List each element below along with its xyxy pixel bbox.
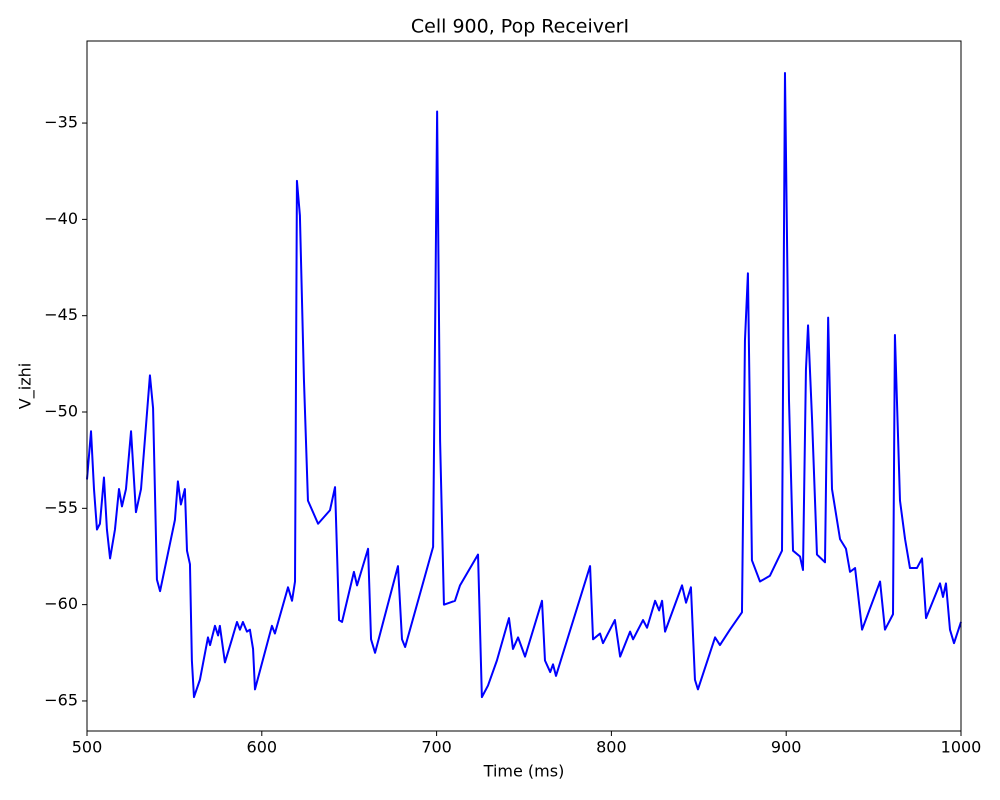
x-axis-label: Time (ms) [483, 762, 565, 781]
y-tick-label: −60 [44, 594, 78, 613]
y-tick-label: −55 [44, 498, 78, 517]
y-tick-label: −35 [44, 113, 78, 132]
x-tick-label: 500 [72, 738, 103, 757]
chart-title: Cell 900, Pop ReceiverI [411, 16, 629, 38]
y-tick-label: −40 [44, 209, 78, 228]
x-tick-label: 800 [596, 738, 627, 757]
x-tick-label: 700 [421, 738, 452, 757]
y-axis-label: V_izhi [16, 363, 36, 409]
plot-frame [86, 40, 962, 732]
x-tick-label: 1000 [941, 738, 982, 757]
y-tick-label: −45 [44, 305, 78, 324]
line-series [86, 71, 962, 699]
y-tick-label: −65 [44, 690, 78, 709]
x-tick-label: 600 [247, 738, 278, 757]
y-tick-label: −50 [44, 402, 78, 421]
x-tick-label: 900 [771, 738, 802, 757]
